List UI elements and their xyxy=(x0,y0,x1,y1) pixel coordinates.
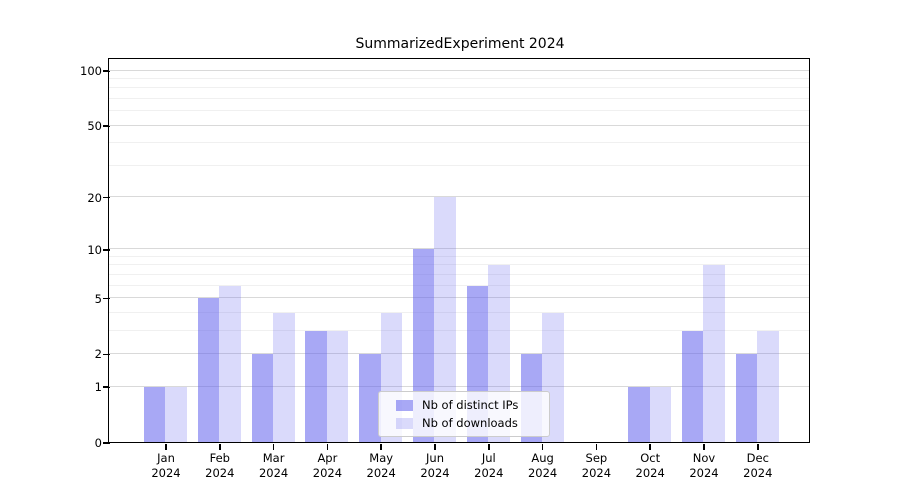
bar-downloads-jun xyxy=(434,197,456,443)
y-tick-label: 0 xyxy=(94,436,102,450)
y-tick-label: 20 xyxy=(87,190,102,205)
x-tick-mark xyxy=(380,444,382,450)
y-tick-mark xyxy=(103,196,110,199)
y-tick-mark xyxy=(103,125,110,127)
x-tick-label: May 2024 xyxy=(366,451,396,480)
major-gridline xyxy=(109,248,810,250)
x-tick-label: Oct 2024 xyxy=(635,451,665,480)
x-tick-mark xyxy=(488,444,490,450)
plot-area xyxy=(108,58,811,444)
x-tick-mark xyxy=(165,444,167,450)
x-tick-mark xyxy=(703,444,705,450)
x-tick-mark xyxy=(272,444,275,450)
minor-gridline xyxy=(109,284,810,286)
minor-gridline xyxy=(109,273,810,275)
bar-distinct-ips-jan xyxy=(143,386,166,443)
x-tick-label: Jul 2024 xyxy=(474,451,504,480)
minor-gridline xyxy=(109,87,810,89)
y-tick-mark xyxy=(103,297,110,300)
x-tick-label: Jan 2024 xyxy=(151,451,181,480)
y-tick-mark xyxy=(103,249,110,251)
legend-label-downloads: Nb of downloads xyxy=(422,416,518,430)
bar-distinct-ips-apr xyxy=(305,330,327,443)
legend: Nb of distinct IPs Nb of downloads xyxy=(378,391,550,437)
minor-gridline xyxy=(109,164,810,166)
major-gridline xyxy=(109,196,810,198)
bar-distinct-ips-dec xyxy=(735,353,758,443)
y-tick-mark xyxy=(103,386,110,388)
bar-downloads-feb xyxy=(219,285,241,443)
legend-item-downloads: Nb of downloads xyxy=(396,416,549,430)
bar-downloads-jan xyxy=(165,386,187,443)
x-tick-mark xyxy=(326,444,329,450)
y-tick-label: 1 xyxy=(94,380,102,395)
x-tick-mark xyxy=(757,444,759,450)
x-tick-mark xyxy=(595,444,598,450)
x-tick-mark xyxy=(219,444,221,450)
bar-distinct-ips-nov xyxy=(681,330,704,443)
minor-gridline xyxy=(109,329,810,331)
major-gridline xyxy=(109,385,810,387)
bar-distinct-ips-mar xyxy=(251,353,273,443)
major-gridline xyxy=(109,69,810,71)
x-tick-mark xyxy=(434,444,436,450)
bar-distinct-ips-may xyxy=(359,353,381,443)
legend-swatch-distinct-ips xyxy=(396,399,413,411)
y-tick-label: 2 xyxy=(94,347,102,362)
x-tick-label: Mar 2024 xyxy=(258,451,289,480)
legend-swatch-downloads xyxy=(396,417,413,429)
y-tick-label: 100 xyxy=(80,64,102,79)
bar-downloads-apr xyxy=(326,330,349,443)
y-tick-label: 50 xyxy=(87,119,102,134)
minor-gridline xyxy=(109,264,810,266)
legend-item-distinct-ips: Nb of distinct IPs xyxy=(396,398,549,412)
bar-downloads-dec xyxy=(757,330,779,443)
y-tick-mark xyxy=(103,442,110,444)
minor-gridline xyxy=(109,142,810,144)
minor-gridline xyxy=(109,255,810,257)
bar-downloads-nov xyxy=(703,265,725,443)
y-tick-mark xyxy=(103,353,110,356)
x-tick-label: Aug 2024 xyxy=(527,451,558,480)
y-tick-label: 10 xyxy=(87,242,102,257)
chart-title: SummarizedExperiment 2024 xyxy=(355,36,565,52)
bar-distinct-ips-feb xyxy=(197,298,220,443)
minor-gridline xyxy=(109,97,810,99)
y-tick-mark xyxy=(103,70,110,72)
x-tick-mark xyxy=(541,444,544,450)
major-gridline xyxy=(109,297,810,299)
bar-downloads-mar xyxy=(273,312,295,443)
bar-downloads-oct xyxy=(649,386,672,443)
x-tick-label: Sep 2024 xyxy=(581,451,612,480)
legend-label-distinct-ips: Nb of distinct IPs xyxy=(422,398,519,412)
x-tick-label: Nov 2024 xyxy=(689,451,719,480)
x-tick-label: Jun 2024 xyxy=(420,451,450,480)
y-tick-label: 5 xyxy=(94,291,102,306)
minor-gridline xyxy=(109,110,810,112)
minor-gridline xyxy=(109,77,810,79)
major-gridline xyxy=(109,352,810,354)
x-tick-label: Feb 2024 xyxy=(205,451,235,480)
bar-distinct-ips-oct xyxy=(628,386,650,443)
x-tick-label: Dec 2024 xyxy=(743,451,773,480)
x-tick-mark xyxy=(649,444,651,450)
x-tick-label: Apr 2024 xyxy=(312,451,343,480)
minor-gridline xyxy=(109,311,810,313)
major-gridline xyxy=(109,124,810,126)
